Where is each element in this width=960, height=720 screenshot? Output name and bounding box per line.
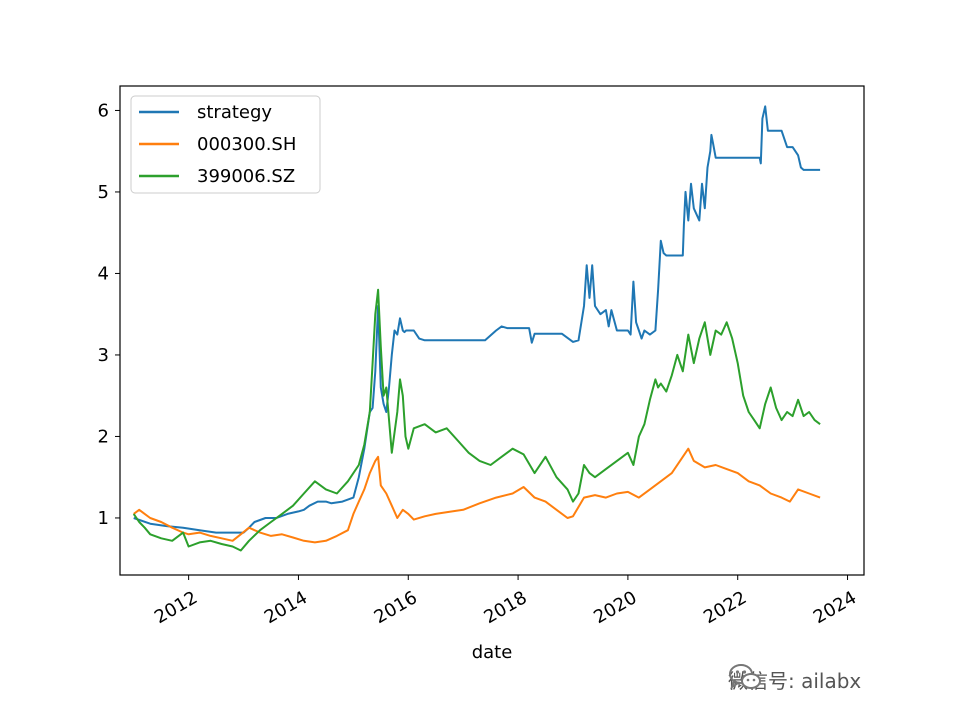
x-tick-label: 2014 bbox=[261, 587, 311, 628]
y-tick-label: 3 bbox=[98, 345, 109, 366]
x-tick-label: 2024 bbox=[810, 587, 860, 628]
series-line-2 bbox=[132, 288, 821, 552]
plot-frame bbox=[119, 85, 865, 576]
series-line-1 bbox=[133, 447, 821, 544]
legend-entries: strategy 000300.SH 399006.SZ bbox=[139, 102, 296, 187]
x-tick-label: 2012 bbox=[151, 587, 201, 628]
legend-box bbox=[130, 95, 321, 194]
y-tick-label: 6 bbox=[98, 100, 109, 121]
x-tick-label: 2018 bbox=[481, 587, 531, 628]
y-tick-label: 1 bbox=[98, 508, 109, 529]
y-tick-label: 2 bbox=[98, 426, 109, 447]
x-tick-label: 2020 bbox=[590, 587, 640, 628]
legend-label: 000300.SH bbox=[197, 134, 296, 155]
watermark: 微信号: ailabx bbox=[728, 662, 861, 696]
x-tick-label: 2022 bbox=[700, 587, 750, 628]
wechat-icon bbox=[729, 664, 761, 690]
x-tick-label: 2016 bbox=[371, 587, 421, 628]
y-tick-label: 4 bbox=[98, 263, 109, 284]
series-layer bbox=[132, 105, 821, 552]
legend: strategy 000300.SH 399006.SZ bbox=[130, 95, 321, 194]
y-tick-label: 5 bbox=[98, 182, 109, 203]
legend-label: 399006.SZ bbox=[197, 166, 295, 187]
series-line-0 bbox=[133, 105, 821, 534]
x-axis-label: date bbox=[472, 642, 513, 663]
legend-label: strategy bbox=[197, 102, 272, 123]
